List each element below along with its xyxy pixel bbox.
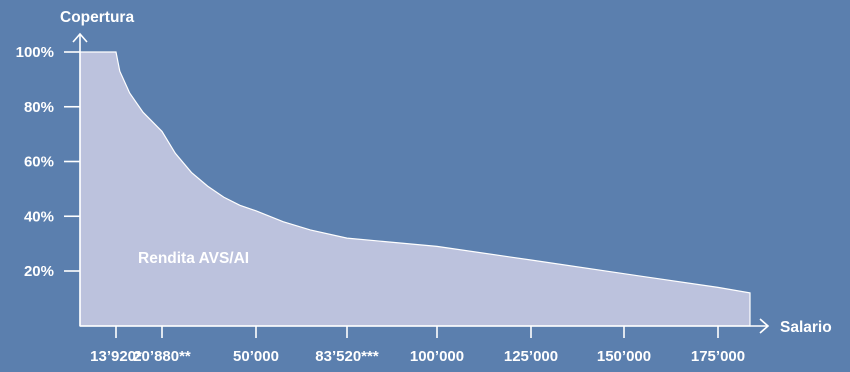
y-tick-label: 40% [24,208,54,225]
y-axis-title: Copertura [60,9,134,26]
x-tick-label: 100’000 [410,348,464,365]
y-ticks: 20% 40% 60% 80% 100% [16,44,80,280]
x-tick-label: 150’000 [597,348,651,365]
x-tick-label: 175’000 [691,348,745,365]
coverage-area [79,51,751,327]
y-axis-arrow-icon [72,32,88,43]
x-axis-title: Salario [780,319,832,336]
area-series-label: Rendita AVS/AI [138,250,249,267]
x-tick-label: 125’000 [504,348,558,365]
y-tick-label: 60% [24,154,54,171]
x-tick-label: 50’000 [233,348,279,365]
x-tick-label: 13’920* [90,348,142,365]
area-layer [79,51,751,327]
y-tick-label: 20% [24,263,54,280]
y-tick-label: 100% [16,44,54,61]
x-tick-label: 20’880** [133,348,191,365]
x-tick-label: 83’520*** [315,348,379,365]
axes [72,32,770,334]
x-axis-arrow-icon [759,318,770,334]
y-tick-label: 80% [24,99,54,116]
x-ticks: 13’920*20’880** 50’000 83’520*** 100’000 125… [90,326,745,365]
